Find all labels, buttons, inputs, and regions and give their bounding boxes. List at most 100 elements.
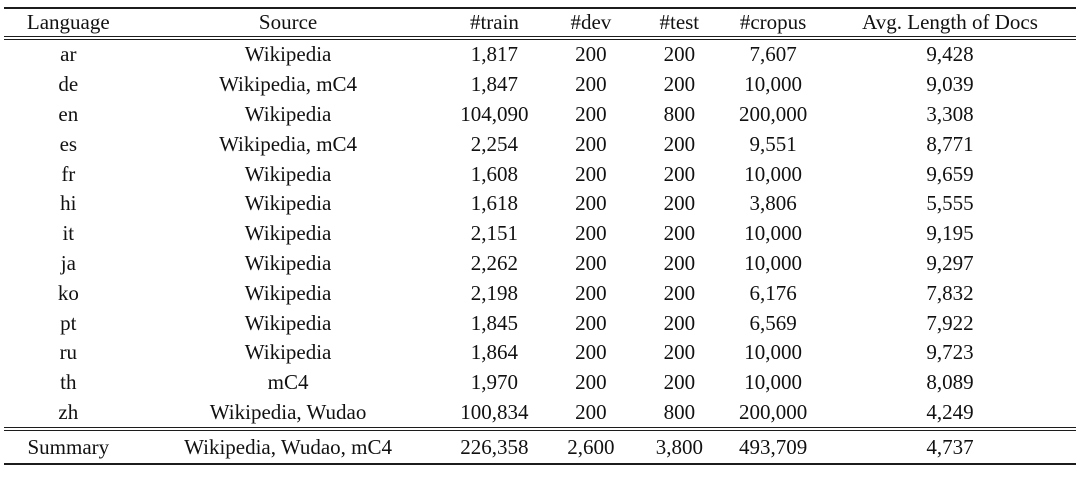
table-cell: 10,000	[744, 72, 802, 97]
column-header: #cropus	[722, 8, 825, 40]
table-cell: 200	[663, 221, 696, 246]
table-cell: Wikipedia	[244, 101, 332, 126]
table-cell: Wikipedia	[244, 191, 332, 216]
table-cell: 800	[663, 101, 696, 126]
table-cell: 800	[663, 399, 696, 424]
table-cell: 200	[575, 221, 607, 246]
table-cell: fr	[61, 161, 76, 186]
column-header: Source	[132, 8, 444, 40]
table-cell: it	[62, 221, 75, 246]
table-cell: 10,000	[744, 340, 802, 365]
table-cell: 1,847	[470, 72, 519, 97]
table-cell: 9,297	[926, 250, 974, 275]
table-cell: 200	[663, 310, 696, 335]
table-cell: 10,000	[744, 370, 802, 395]
table-cell: 200	[575, 42, 607, 67]
table-cell: ko	[57, 280, 79, 305]
table-cell: 9,723	[926, 340, 974, 365]
table-row: hi Wikipedia 1,618 200 200 3,806 5,555	[4, 189, 1076, 219]
table-cell: 9,039	[926, 72, 974, 97]
table-cell: 9,551	[749, 131, 797, 156]
table-cell: 200	[663, 370, 696, 395]
table-cell: 200	[575, 131, 607, 156]
table-cell: 10,000	[744, 221, 802, 246]
table-cell: hi	[60, 191, 77, 216]
table-cell: 1,845	[470, 310, 519, 335]
table-cell: 1,970	[470, 370, 519, 395]
summary-cell: 493,709	[722, 427, 825, 465]
header-row: Language Source #train #dev #test #cropus Avg.…	[4, 8, 1076, 40]
table-cell: 3,806	[749, 191, 797, 216]
table-cell: 200	[575, 191, 607, 216]
table-cell: 2,254	[470, 131, 519, 156]
table-cell: 10,000	[744, 250, 802, 275]
column-header: Avg. Length of Docs	[824, 8, 1076, 40]
column-header: #test	[636, 8, 723, 40]
table-cell: Wikipedia, mC4	[219, 131, 358, 156]
table-cell: es	[59, 131, 78, 156]
table-row: de Wikipedia, mC4 1,847 200 200 10,000 9,039	[4, 70, 1076, 100]
table-cell: 200	[663, 191, 696, 216]
table-cell: 1,817	[470, 42, 519, 67]
table-row: ar Wikipedia 1,817 200 200 7,607 9,428	[4, 38, 1076, 70]
table-cell: Wikipedia	[244, 250, 332, 275]
table-cell: Wikipedia, Wudao	[209, 399, 367, 424]
summary-cell: Summary	[4, 427, 133, 465]
table-cell: 6,176	[749, 280, 797, 305]
table-cell: 200,000	[738, 101, 808, 126]
table-cell: 200,000	[738, 399, 808, 424]
table-row: ko Wikipedia 2,198 200 200 6,176 7,832	[4, 278, 1076, 308]
table-cell: zh	[58, 399, 79, 424]
dataset-statistics-table: Language Source #train #dev #test #cropus Avg.…	[4, 7, 1076, 466]
summary-cell: 4,737	[824, 427, 1076, 465]
table-row: it Wikipedia 2,151 200 200 10,000 9,195	[4, 219, 1076, 249]
table-body: ar Wikipedia 1,817 200 200 7,607 9,428 de Wikipe…	[4, 38, 1076, 429]
table-cell: 7,922	[926, 310, 974, 335]
table-row: pt Wikipedia 1,845 200 200 6,569 7,922	[4, 308, 1076, 338]
table-cell: 100,834	[460, 399, 529, 424]
table-cell: 3,308	[926, 101, 974, 126]
table-cell: 200	[575, 161, 607, 186]
table-footer: Summary Wikipedia, Wudao, mC4 226,358 2,600…	[4, 427, 1076, 465]
table-cell: 1,618	[470, 191, 519, 216]
table-cell: 2,198	[470, 280, 519, 305]
table-cell: ja	[60, 250, 76, 275]
table-cell: 9,428	[926, 42, 974, 67]
table-cell: Wikipedia, mC4	[219, 72, 358, 97]
column-header: #train	[443, 8, 546, 40]
table-cell: Wikipedia	[244, 310, 332, 335]
table-row: es Wikipedia, mC4 2,254 200 200 9,551 8,771	[4, 129, 1076, 159]
table-row: zh Wikipedia, Wudao 100,834 200 800 200,000 4,…	[4, 398, 1076, 430]
table-cell: 200	[575, 340, 607, 365]
table-cell: 200	[663, 340, 696, 365]
table-cell: 200	[575, 72, 607, 97]
table-cell: 200	[663, 161, 696, 186]
table-cell: 10,000	[744, 161, 802, 186]
table-cell: Wikipedia	[244, 340, 332, 365]
table-cell: 200	[575, 250, 607, 275]
table-cell: 4,249	[926, 399, 974, 424]
summary-cell: Wikipedia, Wudao, mC4	[132, 427, 444, 465]
table-cell: 200	[575, 280, 607, 305]
table-cell: en	[58, 101, 79, 126]
table-cell: 7,832	[926, 280, 974, 305]
table-cell: Wikipedia	[244, 42, 332, 67]
table-cell: Wikipedia	[244, 221, 332, 246]
table-row: fr Wikipedia 1,608 200 200 10,000 9,659	[4, 159, 1076, 189]
table-cell: 9,659	[926, 161, 974, 186]
table-row: ru Wikipedia 1,864 200 200 10,000 9,723	[4, 338, 1076, 368]
summary-cell: 2,600	[545, 427, 637, 465]
table-cell: 6,569	[749, 310, 797, 335]
table-header: Language Source #train #dev #test #cropus Avg.…	[4, 8, 1076, 40]
table-cell: pt	[60, 310, 77, 335]
table-cell: 200	[575, 399, 607, 424]
table-cell: 8,771	[926, 131, 974, 156]
column-header: Language	[4, 8, 133, 40]
table-cell: mC4	[267, 370, 309, 395]
table-cell: 9,195	[926, 221, 974, 246]
table-cell: 200	[663, 280, 696, 305]
table-row: ja Wikipedia 2,262 200 200 10,000 9,297	[4, 249, 1076, 279]
table-cell: 200	[575, 101, 607, 126]
table-row: en Wikipedia 104,090 200 800 200,000 3,308	[4, 100, 1076, 130]
table-cell: 200	[663, 250, 696, 275]
